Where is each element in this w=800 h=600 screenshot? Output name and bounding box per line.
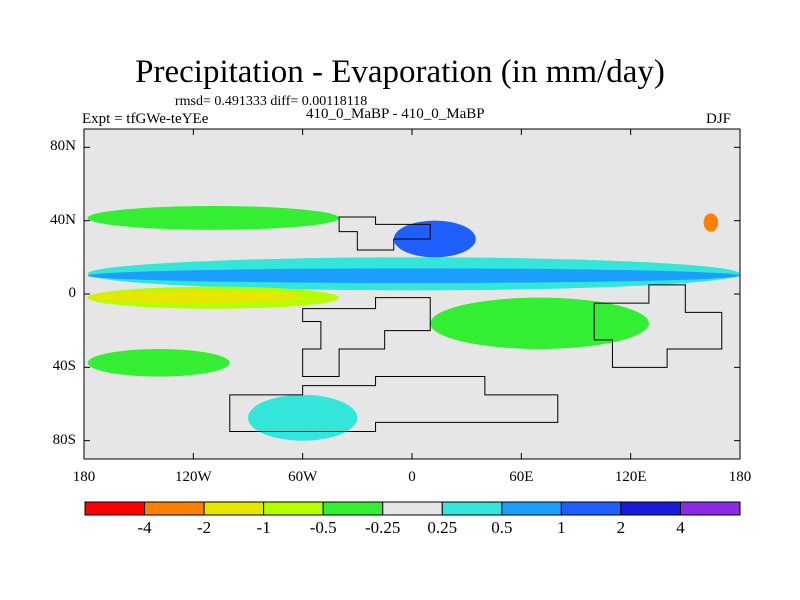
x-tick-label: 0 <box>408 469 416 485</box>
colorbar-label: -4 <box>137 518 152 537</box>
x-tick-label: 120W <box>174 469 212 485</box>
coastline <box>229 216 723 432</box>
colorbar-swatch <box>382 501 443 516</box>
coastline-land-central <box>302 297 431 377</box>
comparison-label: 410_0_MaBP - 410_0_MaBP <box>306 106 485 122</box>
field-patch-equatorial-yellow <box>87 290 303 304</box>
stats-label: rmsd= 0.491333 diff= 0.00118118 <box>175 94 368 109</box>
colorbar-swatch <box>679 501 741 516</box>
x-tick-label: 60E <box>509 469 534 485</box>
x-tick-label: 180 <box>72 469 96 485</box>
y-tick-label: 40N <box>50 211 76 228</box>
colorbar-label: -0.5 <box>309 518 337 537</box>
colorbar-label: 0.25 <box>427 518 458 537</box>
field-patch-south-cyan <box>247 394 358 441</box>
x-tick-label: 60W <box>288 469 318 485</box>
colorbar-swatch <box>84 501 146 516</box>
y-tick-label: 0 <box>68 285 77 301</box>
colorbar-swatch <box>203 501 265 516</box>
field-patch-atlantic-blue <box>393 220 476 258</box>
coastline-land-south <box>229 376 559 432</box>
coastline-land-north <box>338 216 431 251</box>
colorbar-swatch <box>501 501 562 516</box>
colorbar-swatch <box>441 501 503 516</box>
x-tick-label: 180 <box>728 469 752 485</box>
colorbar-label: 4 <box>676 518 685 537</box>
y-tick-label: 80N <box>50 138 76 155</box>
axis-ticks <box>83 129 741 459</box>
colorbar-swatch <box>263 501 324 516</box>
season-label: DJF <box>706 111 732 127</box>
field-patch-east-orange <box>703 213 719 232</box>
colorbar-label: 0.5 <box>491 518 513 537</box>
colorbar-swatch <box>620 501 681 516</box>
experiment-label: Expt = tfGWe-teYEe <box>82 111 209 127</box>
colorbar <box>84 501 741 516</box>
field-patch-south-green <box>430 297 649 350</box>
colorbar-label: -2 <box>196 518 212 537</box>
y-tick-label: 40S <box>52 358 76 375</box>
field-patch-midlat-south-green <box>87 349 230 377</box>
y-tick-label: 80S <box>52 431 76 448</box>
coastline-land-east <box>593 284 723 368</box>
colorbar-swatch <box>560 501 622 516</box>
colorbar-label: 2 <box>616 518 626 537</box>
colorbar-swatch <box>322 501 384 516</box>
colorbar-swatch <box>144 501 205 516</box>
colorbar-label: -0.25 <box>365 518 401 537</box>
colorbar-label: 1 <box>557 518 566 537</box>
colorbar-label: -1 <box>256 518 271 537</box>
chart-title: Precipitation - Evaporation (in mm/day) <box>135 54 665 90</box>
field-patch-north-blue-band <box>87 268 740 283</box>
field-patch-midlat-north-green <box>87 206 340 230</box>
x-tick-label: 120E <box>614 469 647 485</box>
